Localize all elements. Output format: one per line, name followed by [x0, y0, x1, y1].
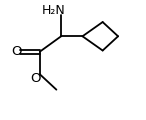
Text: O: O	[30, 72, 41, 85]
Text: H₂N: H₂N	[42, 4, 66, 17]
Text: O: O	[11, 45, 22, 58]
